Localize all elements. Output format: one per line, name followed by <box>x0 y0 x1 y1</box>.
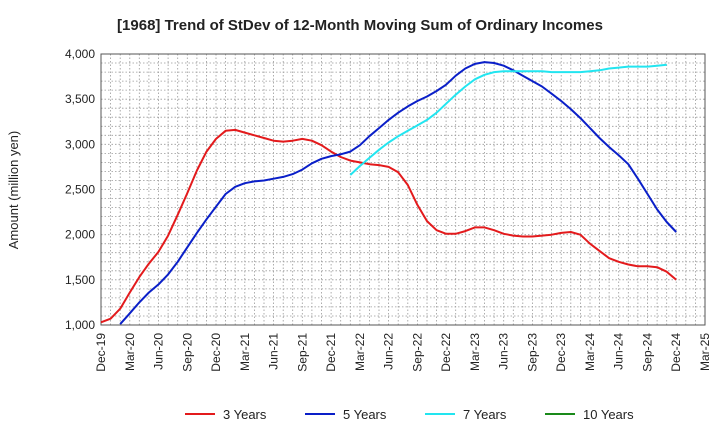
x-tick-label: Sep-20 <box>180 333 194 372</box>
x-tick-label: Mar-20 <box>123 333 137 371</box>
x-tick-label: Dec-20 <box>209 333 223 372</box>
plot-area <box>100 53 706 326</box>
y-axis-label: Amount (million yen) <box>6 131 21 250</box>
y-tick-label: 2,000 <box>65 228 95 242</box>
y-tick-label: 2,500 <box>65 183 95 197</box>
x-tick-label: Mar-21 <box>238 333 252 371</box>
x-tick-label: Dec-23 <box>554 333 568 372</box>
gridlines <box>101 54 705 325</box>
x-tick-label: Sep-21 <box>295 333 309 372</box>
chart-title: [1968] Trend of StDev of 12-Month Moving… <box>117 17 603 34</box>
y-tick-label: 4,000 <box>65 47 95 61</box>
y-tick-label: 1,000 <box>65 318 95 332</box>
legend-label: 3 Years <box>223 407 267 422</box>
y-tick-label: 1,500 <box>65 273 95 287</box>
legend-label: 5 Years <box>343 407 387 422</box>
x-tick-label: Sep-22 <box>410 333 424 372</box>
series-line-7-years <box>349 63 667 176</box>
x-tick-label: Mar-23 <box>468 333 482 371</box>
series-line-3-years <box>100 128 677 324</box>
x-tick-label: Sep-23 <box>525 333 539 372</box>
x-tick-label: Dec-21 <box>324 333 338 372</box>
x-tick-label: Dec-19 <box>94 333 108 372</box>
x-tick-label: Mar-22 <box>353 333 367 371</box>
series-line-5-years <box>119 61 677 325</box>
x-tick-label: Jun-20 <box>152 333 166 370</box>
x-tick-label: Jun-24 <box>612 333 626 370</box>
x-tick-label: Mar-25 <box>698 333 712 371</box>
x-tick-label: Sep-24 <box>641 333 655 372</box>
y-tick-label: 3,000 <box>65 137 95 151</box>
x-tick-label: Dec-24 <box>669 333 683 372</box>
legend-label: 7 Years <box>463 407 507 422</box>
x-tick-label: Mar-24 <box>583 333 597 371</box>
y-tick-label: 3,500 <box>65 92 95 106</box>
series-lines <box>100 61 677 325</box>
x-tick-label: Dec-22 <box>439 333 453 372</box>
x-tick-label: Jun-21 <box>267 333 281 370</box>
x-tick-label: Jun-22 <box>382 333 396 370</box>
x-axis-ticks: Dec-19 Mar-20 Jun-20 Sep-20 Dec-20 Mar-21 Jun-… <box>94 333 712 372</box>
x-tick-label: Jun-23 <box>497 333 511 370</box>
legend-label: 10 Years <box>583 407 634 422</box>
legend: 3 Years 5 Years 7 Years 10 Years <box>185 407 634 422</box>
y-axis-ticks: 1,000 1,500 2,000 2,500 3,000 3,500 4,000 <box>65 47 95 332</box>
